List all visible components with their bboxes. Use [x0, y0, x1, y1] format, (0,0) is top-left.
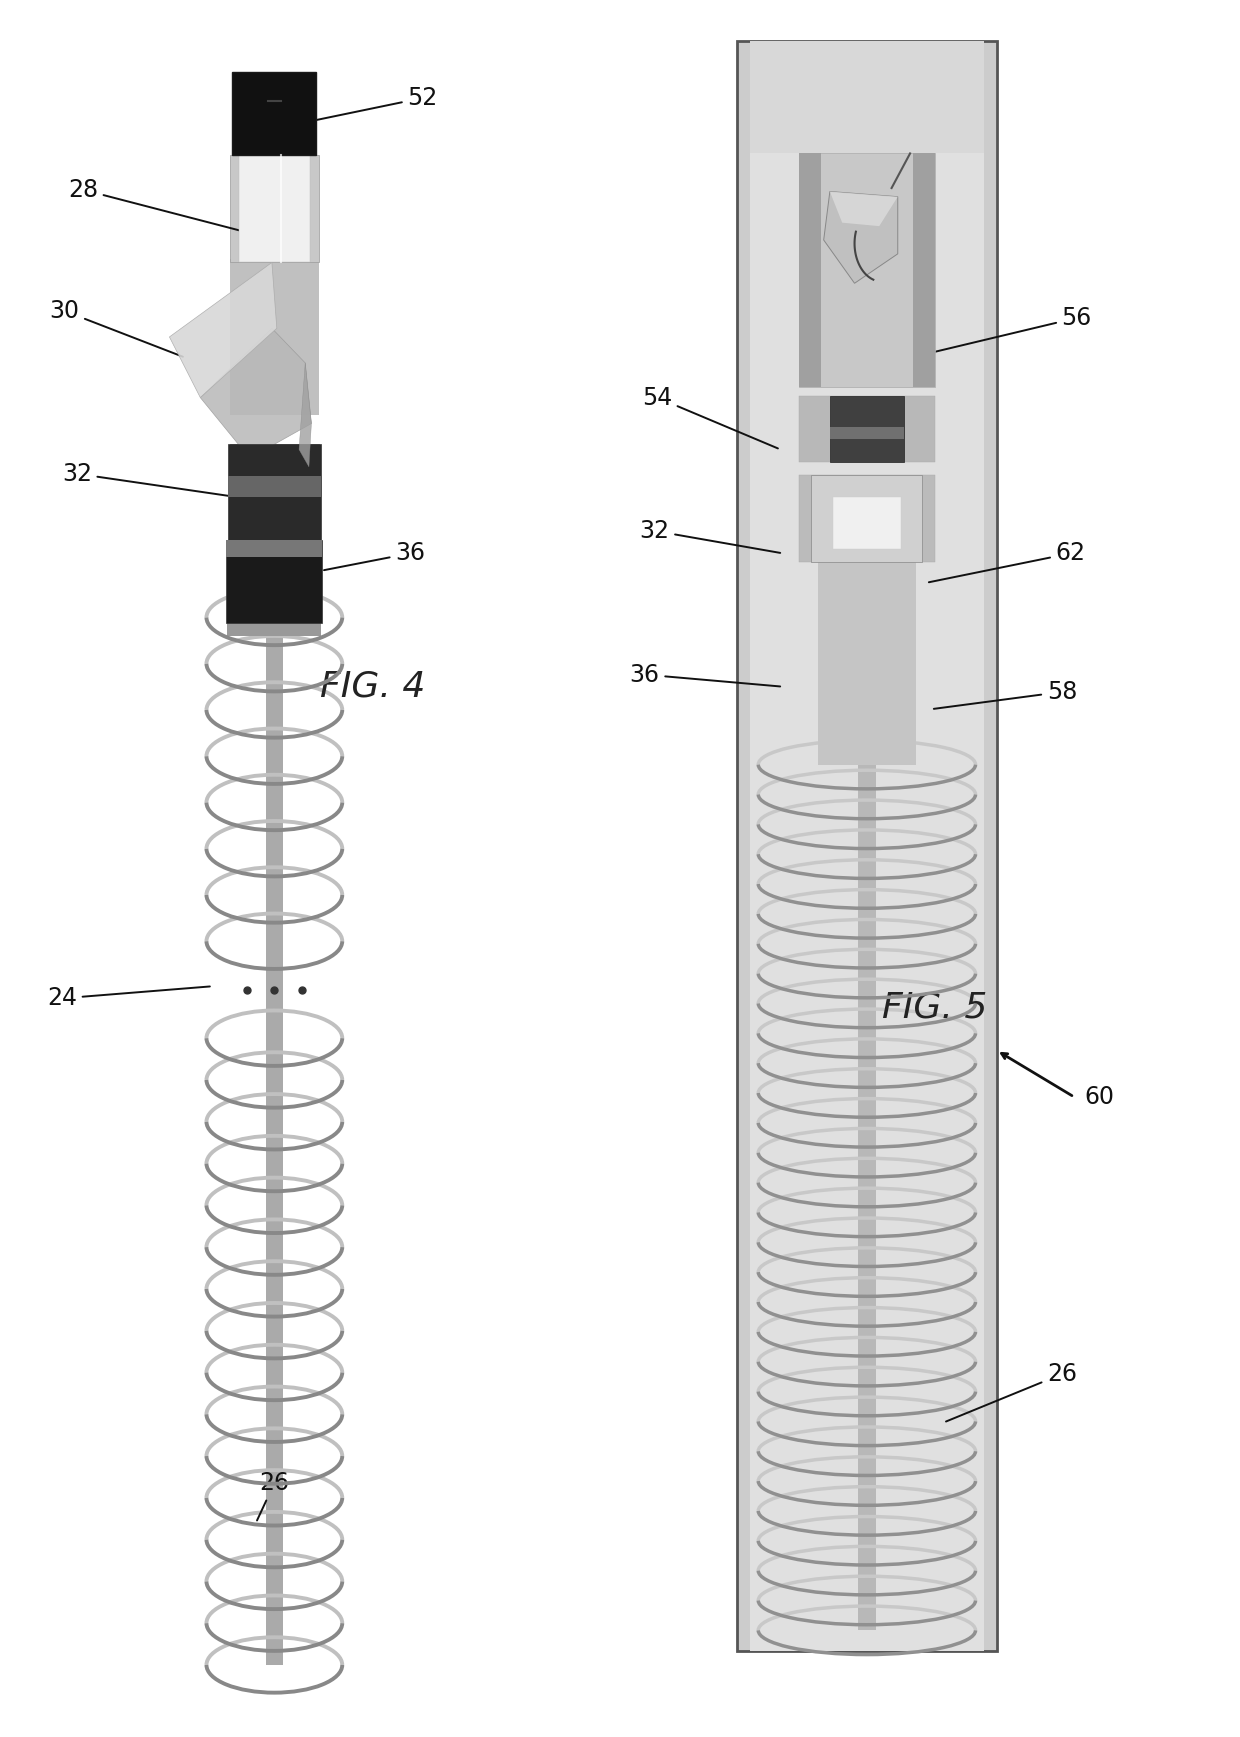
Bar [229, 445, 319, 540]
Polygon shape [823, 191, 898, 283]
Polygon shape [830, 191, 898, 226]
Polygon shape [201, 328, 311, 459]
Bar [238, 155, 310, 262]
Bar [738, 42, 997, 1652]
Bar [265, 617, 283, 1666]
Bar [226, 540, 322, 622]
Bar [830, 396, 904, 462]
Bar [229, 259, 319, 415]
Text: 62: 62 [929, 542, 1085, 582]
Bar [229, 155, 319, 262]
Text: 32: 32 [62, 462, 228, 495]
Bar [232, 71, 316, 155]
Text: FIG. 5: FIG. 5 [882, 990, 987, 1025]
Bar [750, 42, 985, 153]
Bar [227, 622, 321, 636]
Text: 60: 60 [1084, 1086, 1115, 1108]
Bar [228, 445, 321, 540]
Text: 26: 26 [946, 1362, 1076, 1421]
Text: 54: 54 [642, 386, 777, 448]
Text: 26: 26 [257, 1471, 289, 1520]
Bar [226, 540, 322, 558]
Text: 24: 24 [47, 987, 210, 1011]
Bar [799, 476, 935, 563]
Bar [799, 153, 935, 387]
Text: 52: 52 [316, 87, 438, 120]
Text: 32: 32 [640, 519, 780, 552]
Text: FIG. 4: FIG. 4 [320, 670, 425, 703]
Bar [799, 153, 821, 387]
Bar [858, 764, 875, 1631]
Bar [750, 42, 985, 1652]
Bar [830, 427, 904, 438]
Polygon shape [299, 363, 311, 467]
Bar [228, 476, 321, 497]
Bar [799, 396, 935, 462]
Bar [811, 476, 923, 563]
Polygon shape [170, 262, 277, 398]
Bar [913, 153, 935, 387]
Text: 28: 28 [68, 177, 247, 233]
Bar [817, 563, 916, 764]
Text: 30: 30 [50, 299, 182, 356]
Bar [833, 497, 900, 549]
Text: 56: 56 [913, 306, 1092, 358]
Text: 58: 58 [934, 679, 1078, 709]
Text: 36: 36 [630, 662, 780, 686]
Text: 36: 36 [324, 542, 425, 570]
